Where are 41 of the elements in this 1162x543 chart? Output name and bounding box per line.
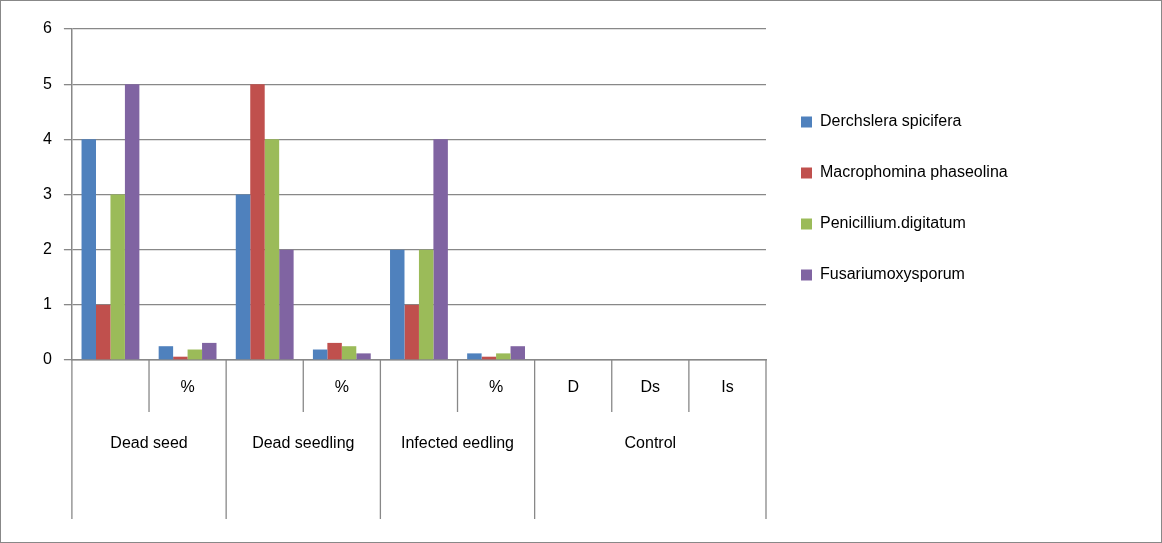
bar: [404, 304, 419, 360]
legend-label: Derchslera spicifera: [820, 112, 962, 130]
bar: [356, 353, 371, 360]
text: Dead seedling: [252, 434, 355, 452]
legend-label: Fusariumoxysporum: [820, 265, 965, 283]
bar: [418, 249, 434, 360]
text: Dead seed: [110, 434, 188, 452]
bar: [390, 249, 405, 360]
x-tick-label: Is: [721, 378, 734, 396]
bar: [341, 346, 357, 360]
y-tick-label: 1: [42, 295, 52, 313]
x-tick-label: Ds: [640, 378, 661, 396]
bar: [467, 353, 482, 360]
bar: [433, 139, 448, 360]
y-tick-label: 4: [42, 129, 52, 147]
bar: [96, 304, 111, 360]
y-tick-label: 6: [42, 19, 52, 37]
y-tick-label: 3: [42, 184, 52, 202]
y-tick-label: 2: [42, 240, 52, 258]
bar: [510, 346, 525, 360]
bar: [279, 249, 294, 360]
bar: [250, 84, 265, 360]
text: Infected eedling: [401, 434, 514, 452]
x-tick-label: %: [180, 378, 195, 396]
y-tick-label: 0: [42, 350, 52, 368]
bar: [496, 353, 511, 360]
x-tick-label: %: [334, 378, 349, 396]
bar: [202, 342, 217, 360]
bar: [110, 194, 125, 360]
x-tick-label: %: [488, 378, 504, 396]
y-tick-label: 5: [42, 74, 52, 92]
x-tick-label: D: [567, 378, 579, 396]
bar: [327, 342, 342, 360]
bar: [81, 139, 96, 360]
bar: [264, 139, 280, 360]
legend-label: Penicillium.digitatum: [820, 214, 966, 232]
text: Control: [624, 434, 677, 452]
bar: [235, 194, 251, 360]
bar: [124, 84, 140, 360]
bar: [158, 346, 174, 360]
legend-label: Macrophomina phaseolina: [820, 163, 1008, 181]
